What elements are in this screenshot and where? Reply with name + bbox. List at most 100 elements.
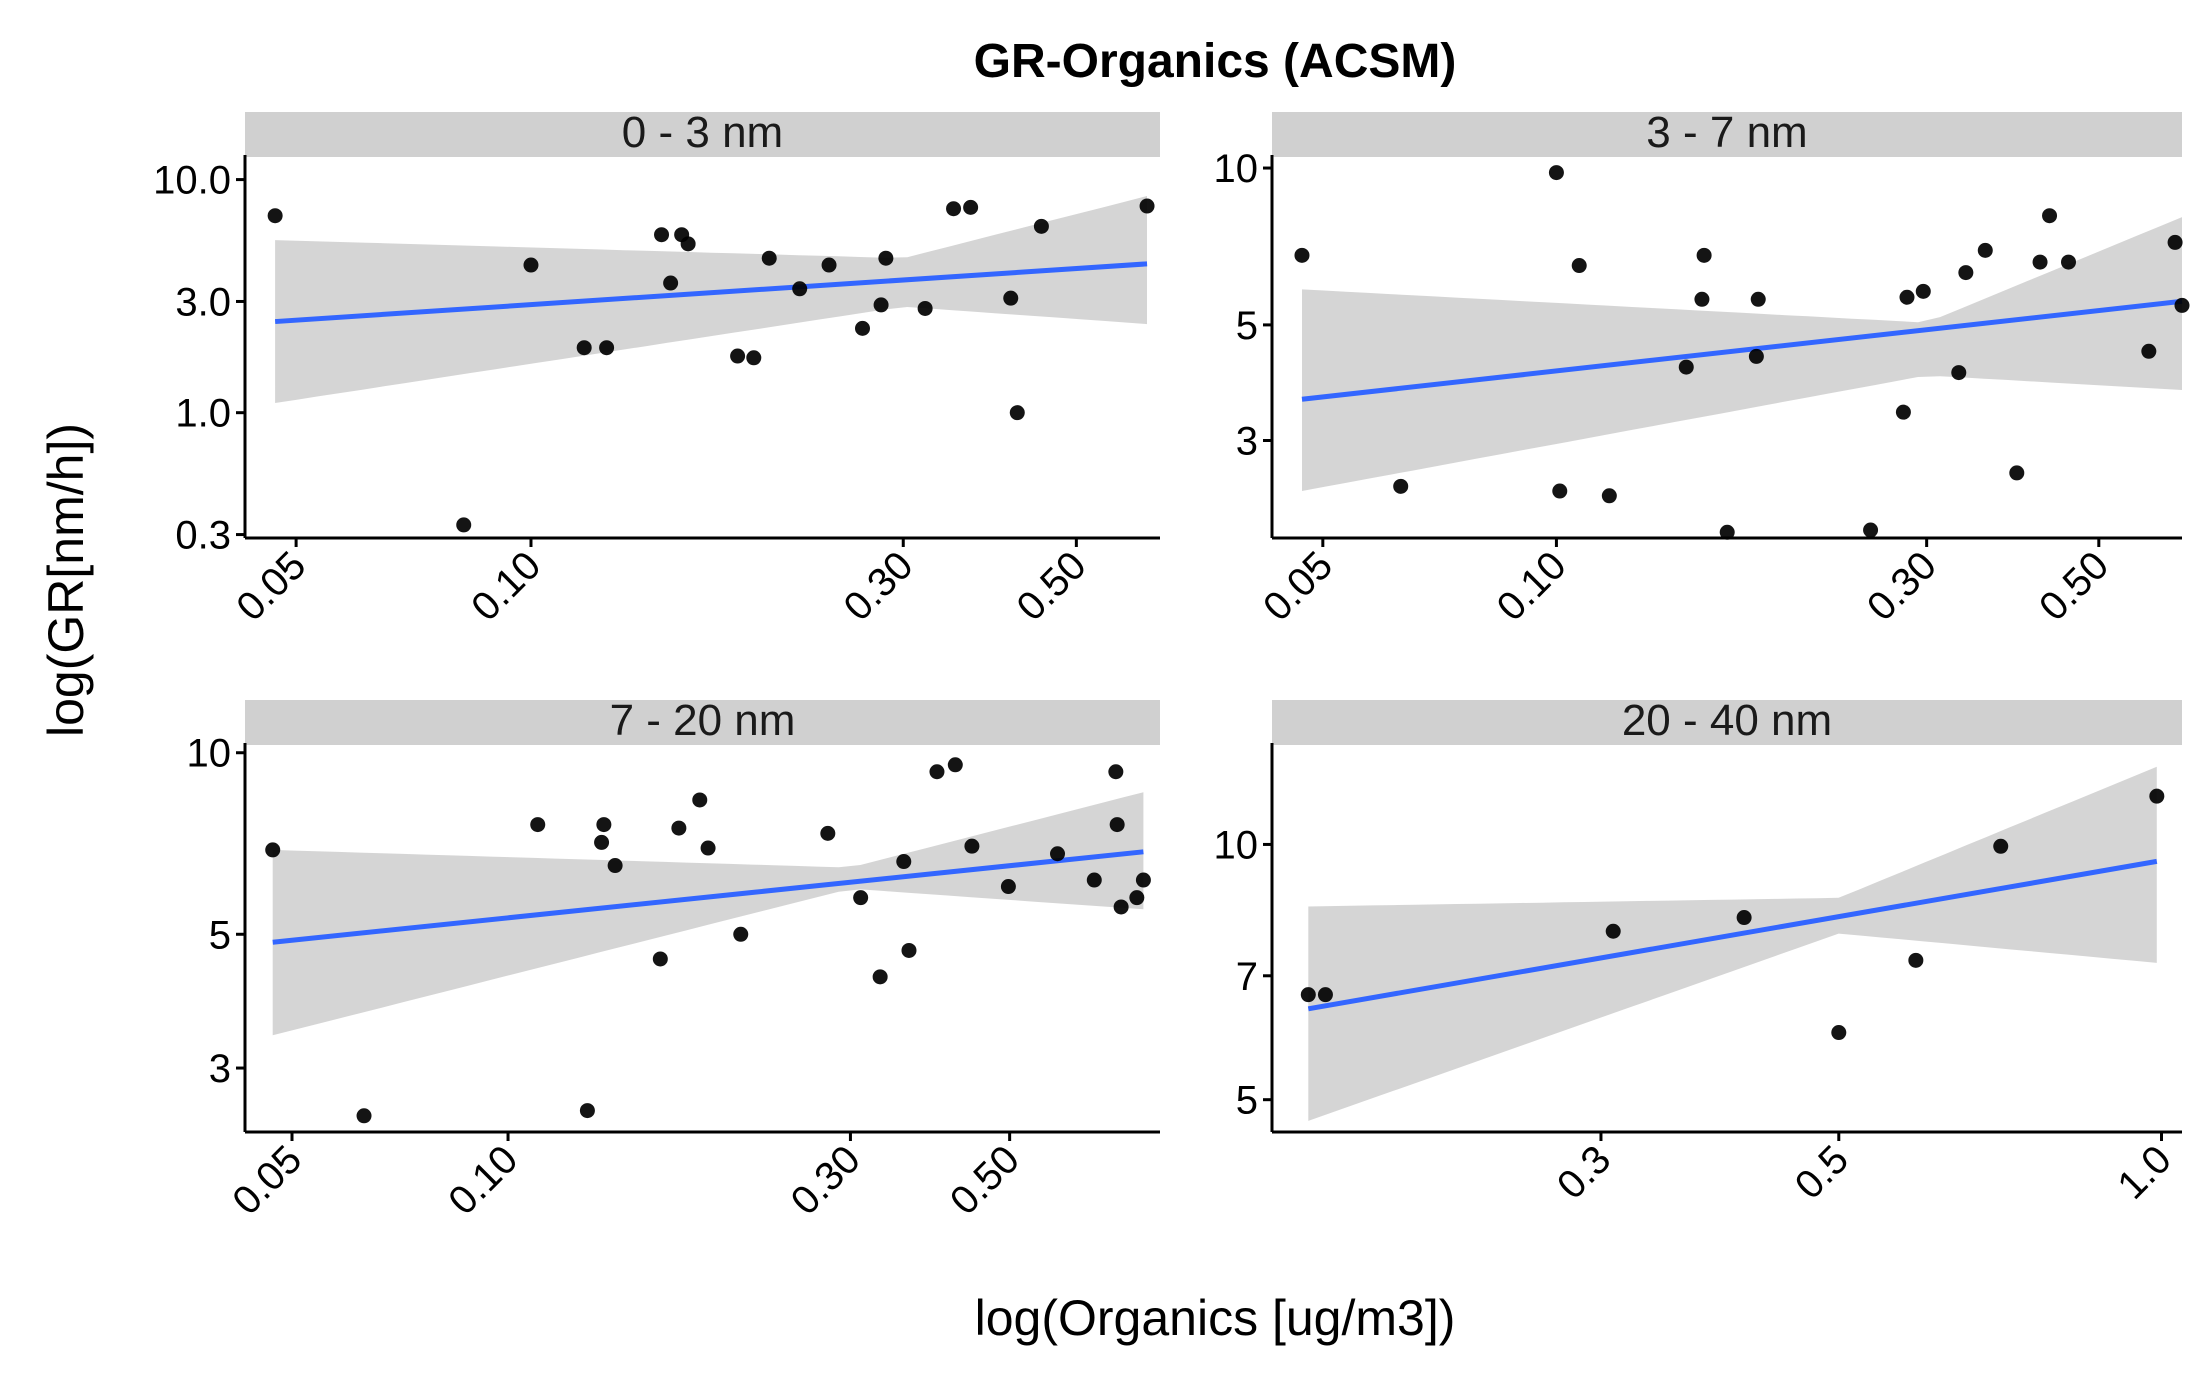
data-point [1393, 478, 1409, 494]
x-tick-label: 0.05 [228, 543, 314, 629]
panel-3: 7 - 20 nm 3 5 10 0.05 0.10 0.30 0.50 [187, 696, 1160, 1223]
data-point [2061, 254, 2077, 270]
facet-strip-label: 7 - 20 nm [610, 696, 796, 745]
data-point [854, 320, 870, 336]
data-point [872, 969, 888, 985]
data-point [1605, 923, 1621, 939]
data-point [929, 764, 945, 780]
data-point [1317, 987, 1333, 1003]
data-point [1139, 198, 1155, 214]
data-point [1009, 405, 1025, 421]
x-tick-label: 0.30 [1859, 543, 1945, 629]
confidence-band [272, 792, 1144, 1036]
y-tick-label: 3.0 [175, 280, 231, 324]
y-tick-label: 1.0 [175, 392, 231, 436]
data-point [700, 840, 716, 856]
y-axis-title: log(GR[nm/h]) [38, 423, 94, 737]
data-point [594, 834, 610, 850]
data-point [917, 300, 933, 316]
data-point [1000, 879, 1016, 895]
data-point [652, 951, 668, 967]
x-tick-label: 0.10 [463, 543, 549, 629]
data-point [654, 227, 670, 243]
data-point [267, 208, 283, 224]
data-point [1831, 1025, 1847, 1041]
data-point [607, 858, 623, 874]
y-tick-label: 3 [1236, 420, 1258, 464]
data-point [1678, 359, 1694, 375]
data-point [896, 854, 912, 870]
data-point [456, 517, 472, 533]
data-point [1951, 365, 1967, 381]
data-point [746, 350, 762, 366]
x-tick-label: 0.30 [783, 1137, 869, 1223]
y-tick-label: 10 [1214, 823, 1259, 867]
data-point [2032, 254, 2048, 270]
x-tick-label: 0.30 [835, 543, 921, 629]
x-tick-label: 0.05 [1255, 543, 1341, 629]
data-point [1958, 265, 1974, 281]
data-point [1300, 987, 1316, 1003]
fit-line [1307, 858, 2158, 1012]
data-point [853, 890, 869, 906]
data-point [1895, 404, 1911, 420]
data-point [733, 926, 749, 942]
x-tick-label: 0.50 [1009, 543, 1095, 629]
data-point [1552, 483, 1568, 499]
data-point [1915, 283, 1931, 299]
data-point [947, 757, 963, 773]
x-tick-label: 0.10 [440, 1137, 526, 1223]
y-tick-label: 5 [1236, 304, 1258, 348]
data-point [2009, 465, 2025, 481]
y-tick-label: 10.0 [153, 159, 231, 203]
confidence-band [1302, 217, 2182, 491]
data-point [1135, 872, 1151, 888]
data-point [946, 201, 962, 217]
data-point [2149, 788, 2165, 804]
data-point [596, 817, 612, 833]
x-tick-label: 0.10 [1489, 543, 1575, 629]
data-point [1003, 290, 1019, 306]
data-point [599, 340, 615, 356]
data-point [1129, 890, 1145, 906]
facet-strip-label: 0 - 3 nm [622, 108, 783, 157]
data-point [2174, 297, 2190, 313]
data-point [1050, 846, 1066, 862]
y-tick-label: 3 [209, 1047, 231, 1091]
data-point [530, 817, 546, 833]
data-point [1086, 872, 1102, 888]
data-point [2167, 234, 2183, 250]
data-point [1033, 218, 1049, 234]
x-tick-label: 0.50 [942, 1137, 1028, 1223]
data-point [730, 348, 746, 364]
data-point [963, 199, 979, 215]
data-point [2141, 343, 2157, 359]
facet-strip [1272, 112, 2182, 157]
data-point [576, 340, 592, 356]
x-tick-label: 0.5 [1787, 1137, 1857, 1207]
data-point [873, 297, 889, 313]
data-point [1993, 838, 2009, 854]
panels: 0 - 3 nm 0.3 1.0 3.0 10.0 0.05 0.10 0.30 0.50 3 -… [153, 108, 2190, 1223]
x-tick-label: 0.05 [224, 1137, 310, 1223]
data-point [1750, 291, 1766, 307]
facet-strip [245, 700, 1160, 745]
y-tick-label: 10 [1214, 147, 1259, 191]
panel-2: 3 - 7 nm 3 5 10 0.05 0.10 0.30 0.50 [1214, 108, 2190, 629]
data-point [1736, 910, 1752, 926]
y-tick-label: 0.3 [175, 514, 231, 558]
data-point [1748, 348, 1764, 364]
data-point [1109, 817, 1125, 833]
x-tick-label: 1.0 [2109, 1137, 2179, 1207]
data-point [671, 820, 687, 836]
fit-line [1301, 298, 2183, 402]
data-point [1899, 289, 1915, 305]
data-point [1696, 247, 1712, 263]
data-point [1548, 165, 1564, 181]
data-point [1113, 899, 1129, 915]
y-tick-label: 5 [209, 913, 231, 957]
panel-1: 0 - 3 nm 0.3 1.0 3.0 10.0 0.05 0.10 0.30 0.50 [153, 108, 1160, 629]
data-point [792, 281, 808, 297]
facet-strip-label: 3 - 7 nm [1646, 108, 1807, 157]
